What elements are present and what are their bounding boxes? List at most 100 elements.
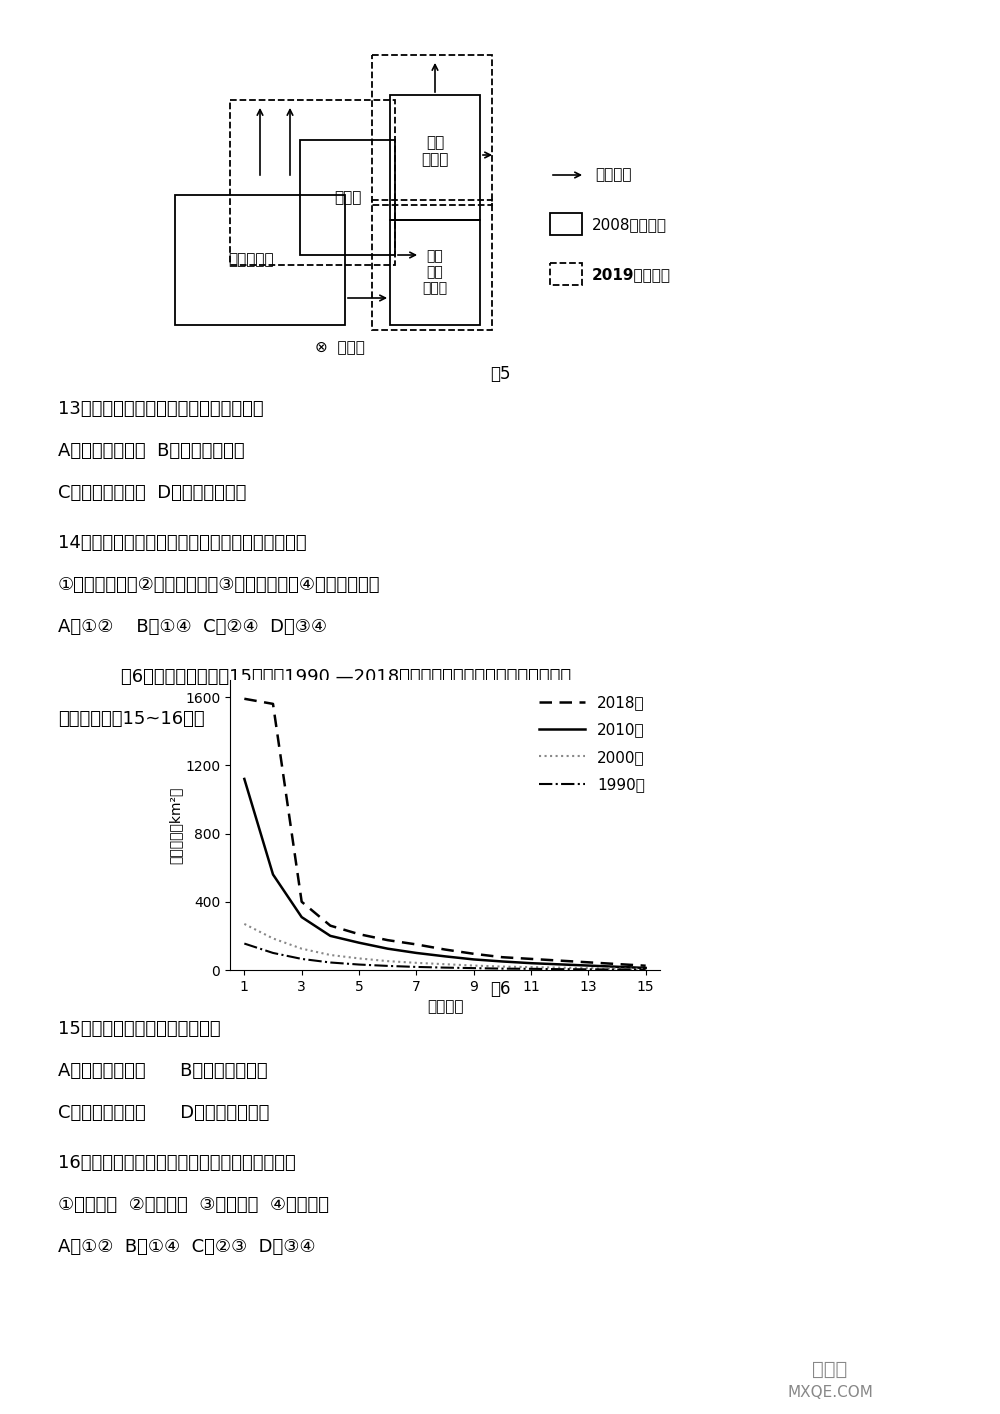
Bar xyxy=(390,221,480,325)
2000年 xyxy=(353,950,365,967)
2000年 xyxy=(382,953,394,970)
Text: 核心商业区: 核心商业区 xyxy=(229,253,274,267)
1990年 xyxy=(410,959,422,976)
Text: 13．该产业园功能分区演化的原因不包括: 13．该产业园功能分区演化的原因不包括 xyxy=(58,400,264,419)
2000年 xyxy=(410,954,422,971)
2018年 xyxy=(496,949,508,966)
2000年 xyxy=(525,959,537,976)
2010年 xyxy=(267,865,279,882)
2010年 xyxy=(468,952,480,969)
1990年 xyxy=(324,954,336,971)
2018年 xyxy=(353,926,365,943)
Text: MXQE.COM: MXQE.COM xyxy=(787,1384,873,1400)
2010年 xyxy=(525,954,537,971)
Bar xyxy=(300,140,395,255)
2018年 xyxy=(267,696,279,713)
2010年 xyxy=(640,960,652,977)
Bar xyxy=(372,199,492,329)
2000年 xyxy=(267,930,279,947)
2010年 xyxy=(554,956,566,973)
1990年 xyxy=(267,945,279,962)
Text: 15．由图可判断，该城市群呈现: 15．由图可判断，该城市群呈现 xyxy=(58,1019,221,1038)
2018年 xyxy=(382,932,394,949)
1990年 xyxy=(468,960,480,977)
2010年 xyxy=(382,940,394,957)
Text: 扩张方向: 扩张方向 xyxy=(595,167,632,182)
Text: A．单核模式发展      B．双核模式发展: A．单核模式发展 B．双核模式发展 xyxy=(58,1062,268,1080)
2018年 xyxy=(640,957,652,974)
2010年 xyxy=(611,959,623,976)
2000年 xyxy=(582,960,594,977)
Line: 1990年: 1990年 xyxy=(244,943,646,970)
Text: 2019年的范围: 2019年的范围 xyxy=(592,267,671,283)
2018年 xyxy=(468,946,480,963)
2018年 xyxy=(410,936,422,953)
Text: 餐饮区: 餐饮区 xyxy=(334,189,361,205)
1990年 xyxy=(238,935,250,952)
Bar xyxy=(372,55,492,205)
Text: A．政府政策引导  B．产业结构转型: A．政府政策引导 B．产业结构转型 xyxy=(58,443,245,460)
2018年 xyxy=(324,918,336,935)
2018年 xyxy=(238,690,250,707)
2010年 xyxy=(324,928,336,945)
2000年 xyxy=(296,940,308,957)
Text: 图6: 图6 xyxy=(490,980,510,998)
1990年 xyxy=(525,960,537,977)
2018年 xyxy=(554,952,566,969)
Text: 答案圈: 答案圈 xyxy=(812,1360,848,1379)
Text: 图5: 图5 xyxy=(490,365,510,383)
Text: 2008年的范围: 2008年的范围 xyxy=(592,218,667,232)
2000年 xyxy=(324,946,336,963)
Text: ①人口规模  ②产业发展  ③建城历史  ④生态环境: ①人口规模 ②产业发展 ③建城历史 ④生态环境 xyxy=(58,1196,329,1215)
2018年 xyxy=(582,954,594,971)
2000年 xyxy=(496,959,508,976)
1990年 xyxy=(582,962,594,978)
Line: 2010年: 2010年 xyxy=(244,779,646,969)
2010年 xyxy=(496,953,508,970)
2000年 xyxy=(640,960,652,977)
2000年 xyxy=(611,960,623,977)
2018年 xyxy=(611,956,623,973)
1990年 xyxy=(640,962,652,978)
Bar xyxy=(550,263,582,286)
2000年 xyxy=(468,957,480,974)
Text: 况。据此完成15~16题。: 况。据此完成15~16题。 xyxy=(58,710,205,728)
Text: 图6反映国内某城市群15个城市1990 —2018年城市建设用地规模及排序的变动情: 图6反映国内某城市群15个城市1990 —2018年城市建设用地规模及排序的变动… xyxy=(98,667,571,686)
Bar xyxy=(550,214,582,235)
2010年 xyxy=(238,771,250,788)
1990年 xyxy=(439,959,451,976)
2010年 xyxy=(582,957,594,974)
1990年 xyxy=(296,950,308,967)
1990年 xyxy=(554,960,566,977)
1990年 xyxy=(353,956,365,973)
2010年 xyxy=(410,945,422,962)
2010年 xyxy=(296,909,308,926)
Text: 文化
创意
产业区: 文化 创意 产业区 xyxy=(422,249,448,296)
Text: C．多核模式发展      D．金字塔式发展: C．多核模式发展 D．金字塔式发展 xyxy=(58,1104,269,1121)
Y-axis label: 用地规模（km²）: 用地规模（km²） xyxy=(168,786,182,864)
Line: 2018年: 2018年 xyxy=(244,699,646,966)
2000年 xyxy=(439,956,451,973)
Text: A．①②    B．①④  C．②④  D．③④: A．①② B．①④ C．②④ D．③④ xyxy=(58,618,327,636)
Text: 14．图示的功能分区演化对该产业园带来的影响是: 14．图示的功能分区演化对该产业园带来的影响是 xyxy=(58,534,307,551)
2018年 xyxy=(439,942,451,959)
Legend: 2018年, 2010年, 2000年, 1990年: 2018年, 2010年, 2000年, 1990年 xyxy=(531,687,652,799)
2010年 xyxy=(439,947,451,964)
Text: 次要
商业区: 次要 商业区 xyxy=(421,136,449,167)
Text: A．①②  B．①④  C．②③  D．③④: A．①② B．①④ C．②③ D．③④ xyxy=(58,1239,316,1256)
Bar xyxy=(230,100,395,264)
Line: 2000年: 2000年 xyxy=(244,923,646,969)
X-axis label: 规模排序: 规模排序 xyxy=(427,1000,463,1014)
Bar xyxy=(175,195,345,325)
1990年 xyxy=(496,960,508,977)
2018年 xyxy=(296,894,308,911)
Text: ⊗  地铁站: ⊗ 地铁站 xyxy=(315,339,365,355)
Text: ①土地租金上涨②商业规模缩小③消费群体减少④文创功能收缩: ①土地租金上涨②商业规模缩小③消费群体减少④文创功能收缩 xyxy=(58,575,380,594)
1990年 xyxy=(611,962,623,978)
2010年 xyxy=(353,935,365,952)
2018年 xyxy=(525,950,537,967)
Bar xyxy=(390,95,480,221)
Text: C．消费需求推动  D．建筑布局调整: C．消费需求推动 D．建筑布局调整 xyxy=(58,484,246,502)
2000年 xyxy=(238,915,250,932)
Text: 16．影响各城市建设用地规模变化的主要因素是: 16．影响各城市建设用地规模变化的主要因素是 xyxy=(58,1154,296,1172)
